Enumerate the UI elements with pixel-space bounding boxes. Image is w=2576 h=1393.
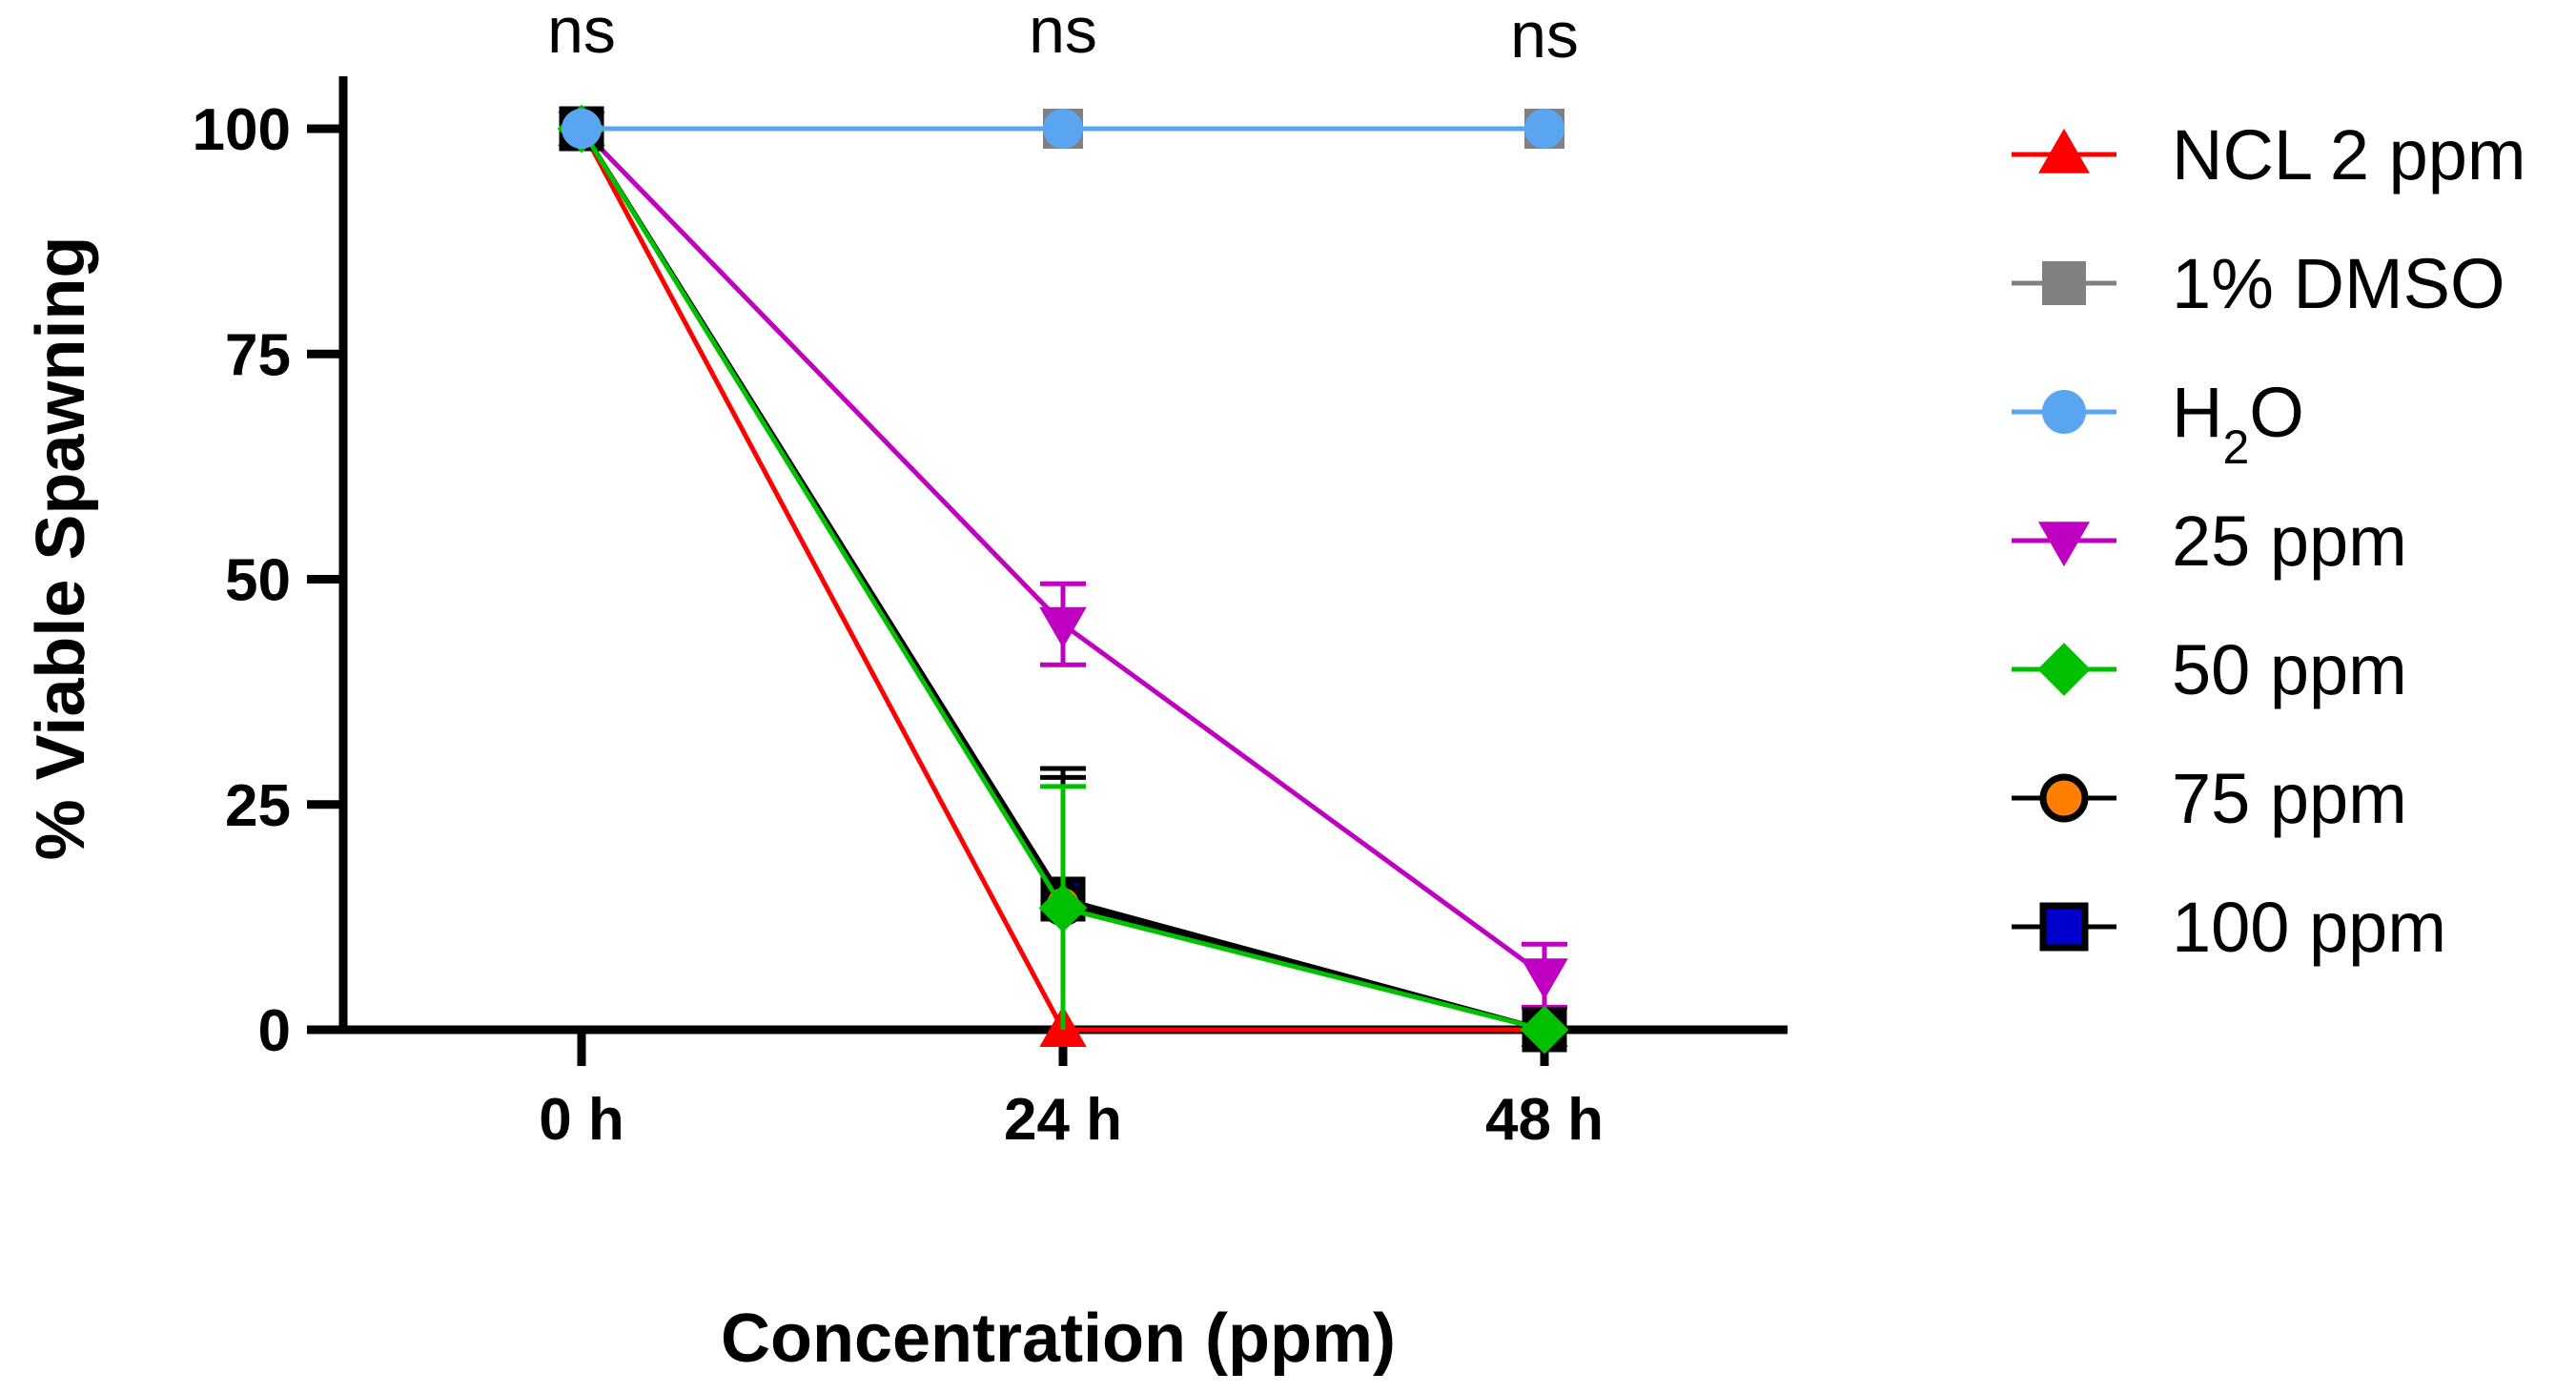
data-point [1520, 1005, 1569, 1055]
x-tick-label: 0 h [539, 1087, 624, 1153]
data-point [1039, 606, 1087, 648]
data-point [1524, 109, 1564, 149]
legend: NCL 2 ppm 1% DMSO H2O 25 ppm 50 ppm 75 ppm 100… [2012, 115, 2526, 967]
y-tick-label: 75 [225, 322, 291, 388]
legend-swatch-marker [2039, 902, 2089, 952]
series-50-ppm [557, 104, 1569, 1055]
legend-item: 50 ppm [2012, 630, 2407, 709]
legend-item: NCL 2 ppm [2012, 115, 2526, 195]
y-tick-label: 0 [258, 998, 291, 1064]
legend-label: 75 ppm [2172, 759, 2407, 838]
x-tick-label: 48 h [1485, 1087, 1604, 1153]
legend-label: 1% DMSO [2172, 244, 2505, 323]
legend-label: H2O [2172, 373, 2304, 474]
legend-label: 25 ppm [2172, 502, 2407, 581]
y-tick-label: 25 [225, 773, 291, 839]
significance-annotation: ns [1510, 0, 1579, 72]
significance-annotation: ns [1029, 0, 1097, 67]
legend-swatch-marker [2037, 128, 2091, 174]
data-point [1521, 958, 1568, 1000]
legend-item: H2O [2012, 373, 2304, 474]
legend-label: 50 ppm [2172, 630, 2407, 709]
x-tick-label: 24 h [1004, 1087, 1122, 1153]
legend-swatch-marker [2042, 261, 2086, 305]
y-tick-label: 100 [193, 97, 291, 163]
y-axis-title: % Viable Spawning [23, 236, 99, 861]
legend-item: 100 ppm [2012, 888, 2446, 967]
legend-item: 75 ppm [2012, 759, 2407, 838]
legend-swatch-marker [2042, 390, 2086, 434]
legend-label: NCL 2 ppm [2172, 115, 2526, 195]
x-axis-title: Concentration (ppm) [721, 1301, 1396, 1377]
significance-annotation: ns [547, 0, 616, 67]
data-point [562, 109, 602, 149]
legend-swatch-marker [2039, 773, 2089, 823]
legend-item: 25 ppm [2012, 502, 2407, 581]
legend-swatch-marker [2037, 522, 2091, 567]
legend-label: 100 ppm [2172, 888, 2446, 967]
data-point [1038, 884, 1088, 932]
legend-swatch-marker [2037, 643, 2091, 696]
axes: 0 25 50 75 100 0 h 24 h 48 h ns ns ns [193, 0, 1788, 1153]
data-point [1043, 109, 1083, 149]
legend-item: 1% DMSO [2012, 244, 2505, 323]
series-layer [557, 104, 1569, 1055]
y-tick-label: 50 [225, 548, 291, 614]
series-h2o [562, 109, 1564, 149]
